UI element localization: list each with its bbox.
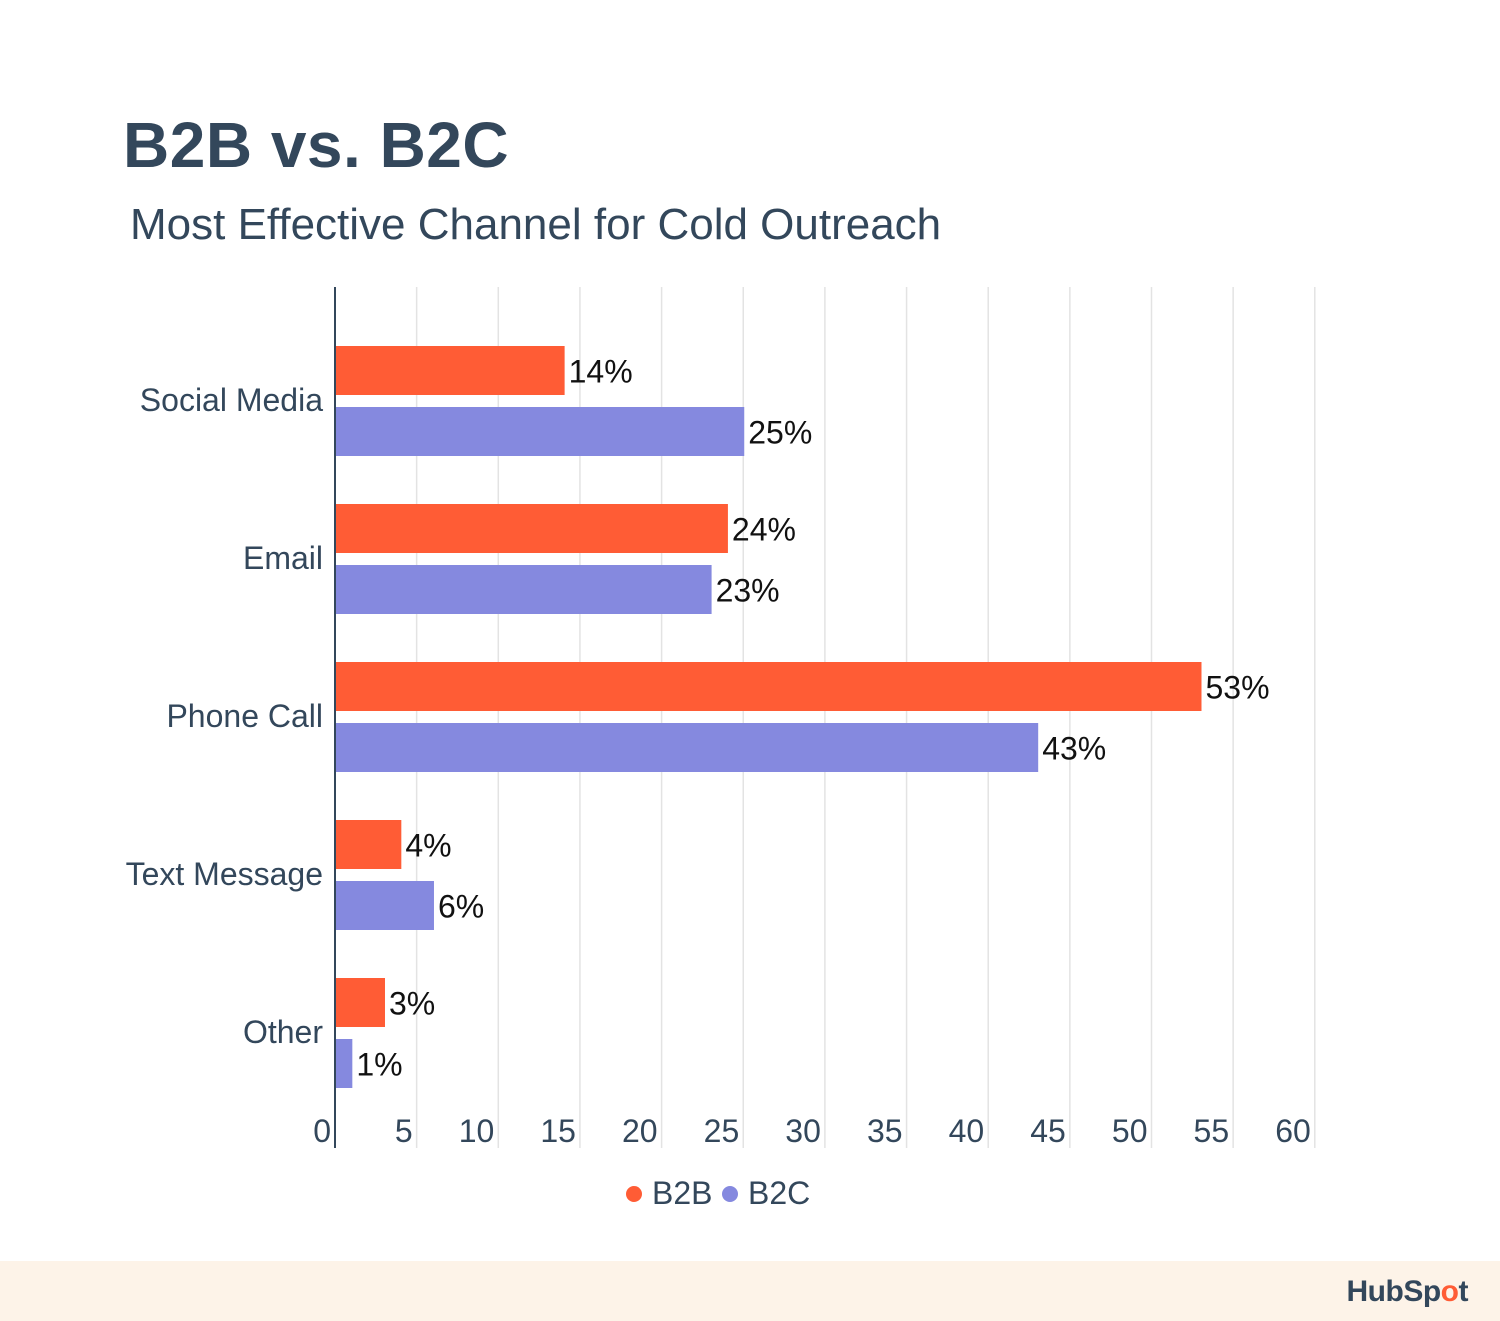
x-tick-label: 25 <box>704 1113 740 1149</box>
bar-chart: 14% 25% 24% 23% 53% 43% 4% 6% 3% 1% 0 5 10 15 20 25 30 3… <box>126 287 1316 1211</box>
axes: 0 5 10 15 20 25 30 35 40 45 50 55 60 Social Media Emai… <box>126 287 1311 1149</box>
x-tick-label: 50 <box>1112 1113 1148 1149</box>
category-label: Social Media <box>140 382 323 418</box>
data-label: 43% <box>1042 731 1106 767</box>
bars: 14% 25% 24% 23% 53% 43% 4% 6% 3% 1% <box>336 346 1270 1088</box>
category-label: Other <box>243 1014 323 1050</box>
hubspot-logo: HubSpot <box>1346 1275 1469 1308</box>
data-label: 23% <box>716 573 780 609</box>
category-label: Email <box>243 540 323 576</box>
bar-b2c <box>336 1039 353 1088</box>
data-label: 14% <box>569 354 633 390</box>
x-tick-label: 35 <box>867 1113 903 1149</box>
bar-b2b <box>336 978 385 1027</box>
bar-b2b <box>336 504 728 553</box>
chart-subtitle: Most Effective Channel for Cold Outreach <box>130 200 942 249</box>
x-tick-label: 45 <box>1030 1113 1066 1149</box>
data-label: 53% <box>1205 670 1269 706</box>
x-tick-label: 60 <box>1275 1113 1311 1149</box>
legend-marker-b2b <box>626 1186 642 1202</box>
x-tick-label: 0 <box>313 1113 331 1149</box>
bar-b2b <box>336 346 565 395</box>
bar-b2c <box>336 723 1039 772</box>
bar-b2b <box>336 820 402 869</box>
data-label: 4% <box>405 828 451 864</box>
legend-marker-b2c <box>722 1186 738 1202</box>
category-label: Text Message <box>126 856 323 892</box>
x-tick-label: 55 <box>1194 1113 1230 1149</box>
legend-label-b2c: B2C <box>748 1175 810 1211</box>
legend: B2B B2C <box>626 1175 810 1211</box>
bar-b2b <box>336 662 1202 711</box>
bar-b2c <box>336 565 712 614</box>
category-label: Phone Call <box>166 698 323 734</box>
footer-band <box>0 1261 1500 1321</box>
bar-b2c <box>336 407 745 456</box>
x-tick-label: 15 <box>540 1113 576 1149</box>
x-tick-label: 30 <box>785 1113 821 1149</box>
chart-title: B2B vs. B2C <box>123 109 510 181</box>
data-label: 6% <box>438 889 484 925</box>
data-label: 1% <box>356 1047 402 1083</box>
x-tick-label: 5 <box>395 1113 413 1149</box>
bar-b2c <box>336 881 434 930</box>
legend-label-b2b: B2B <box>652 1175 712 1211</box>
x-tick-label: 20 <box>622 1113 658 1149</box>
data-label: 3% <box>389 986 435 1022</box>
x-tick-label: 10 <box>459 1113 495 1149</box>
data-label: 25% <box>748 415 812 451</box>
data-label: 24% <box>732 512 796 548</box>
x-tick-label: 40 <box>949 1113 985 1149</box>
